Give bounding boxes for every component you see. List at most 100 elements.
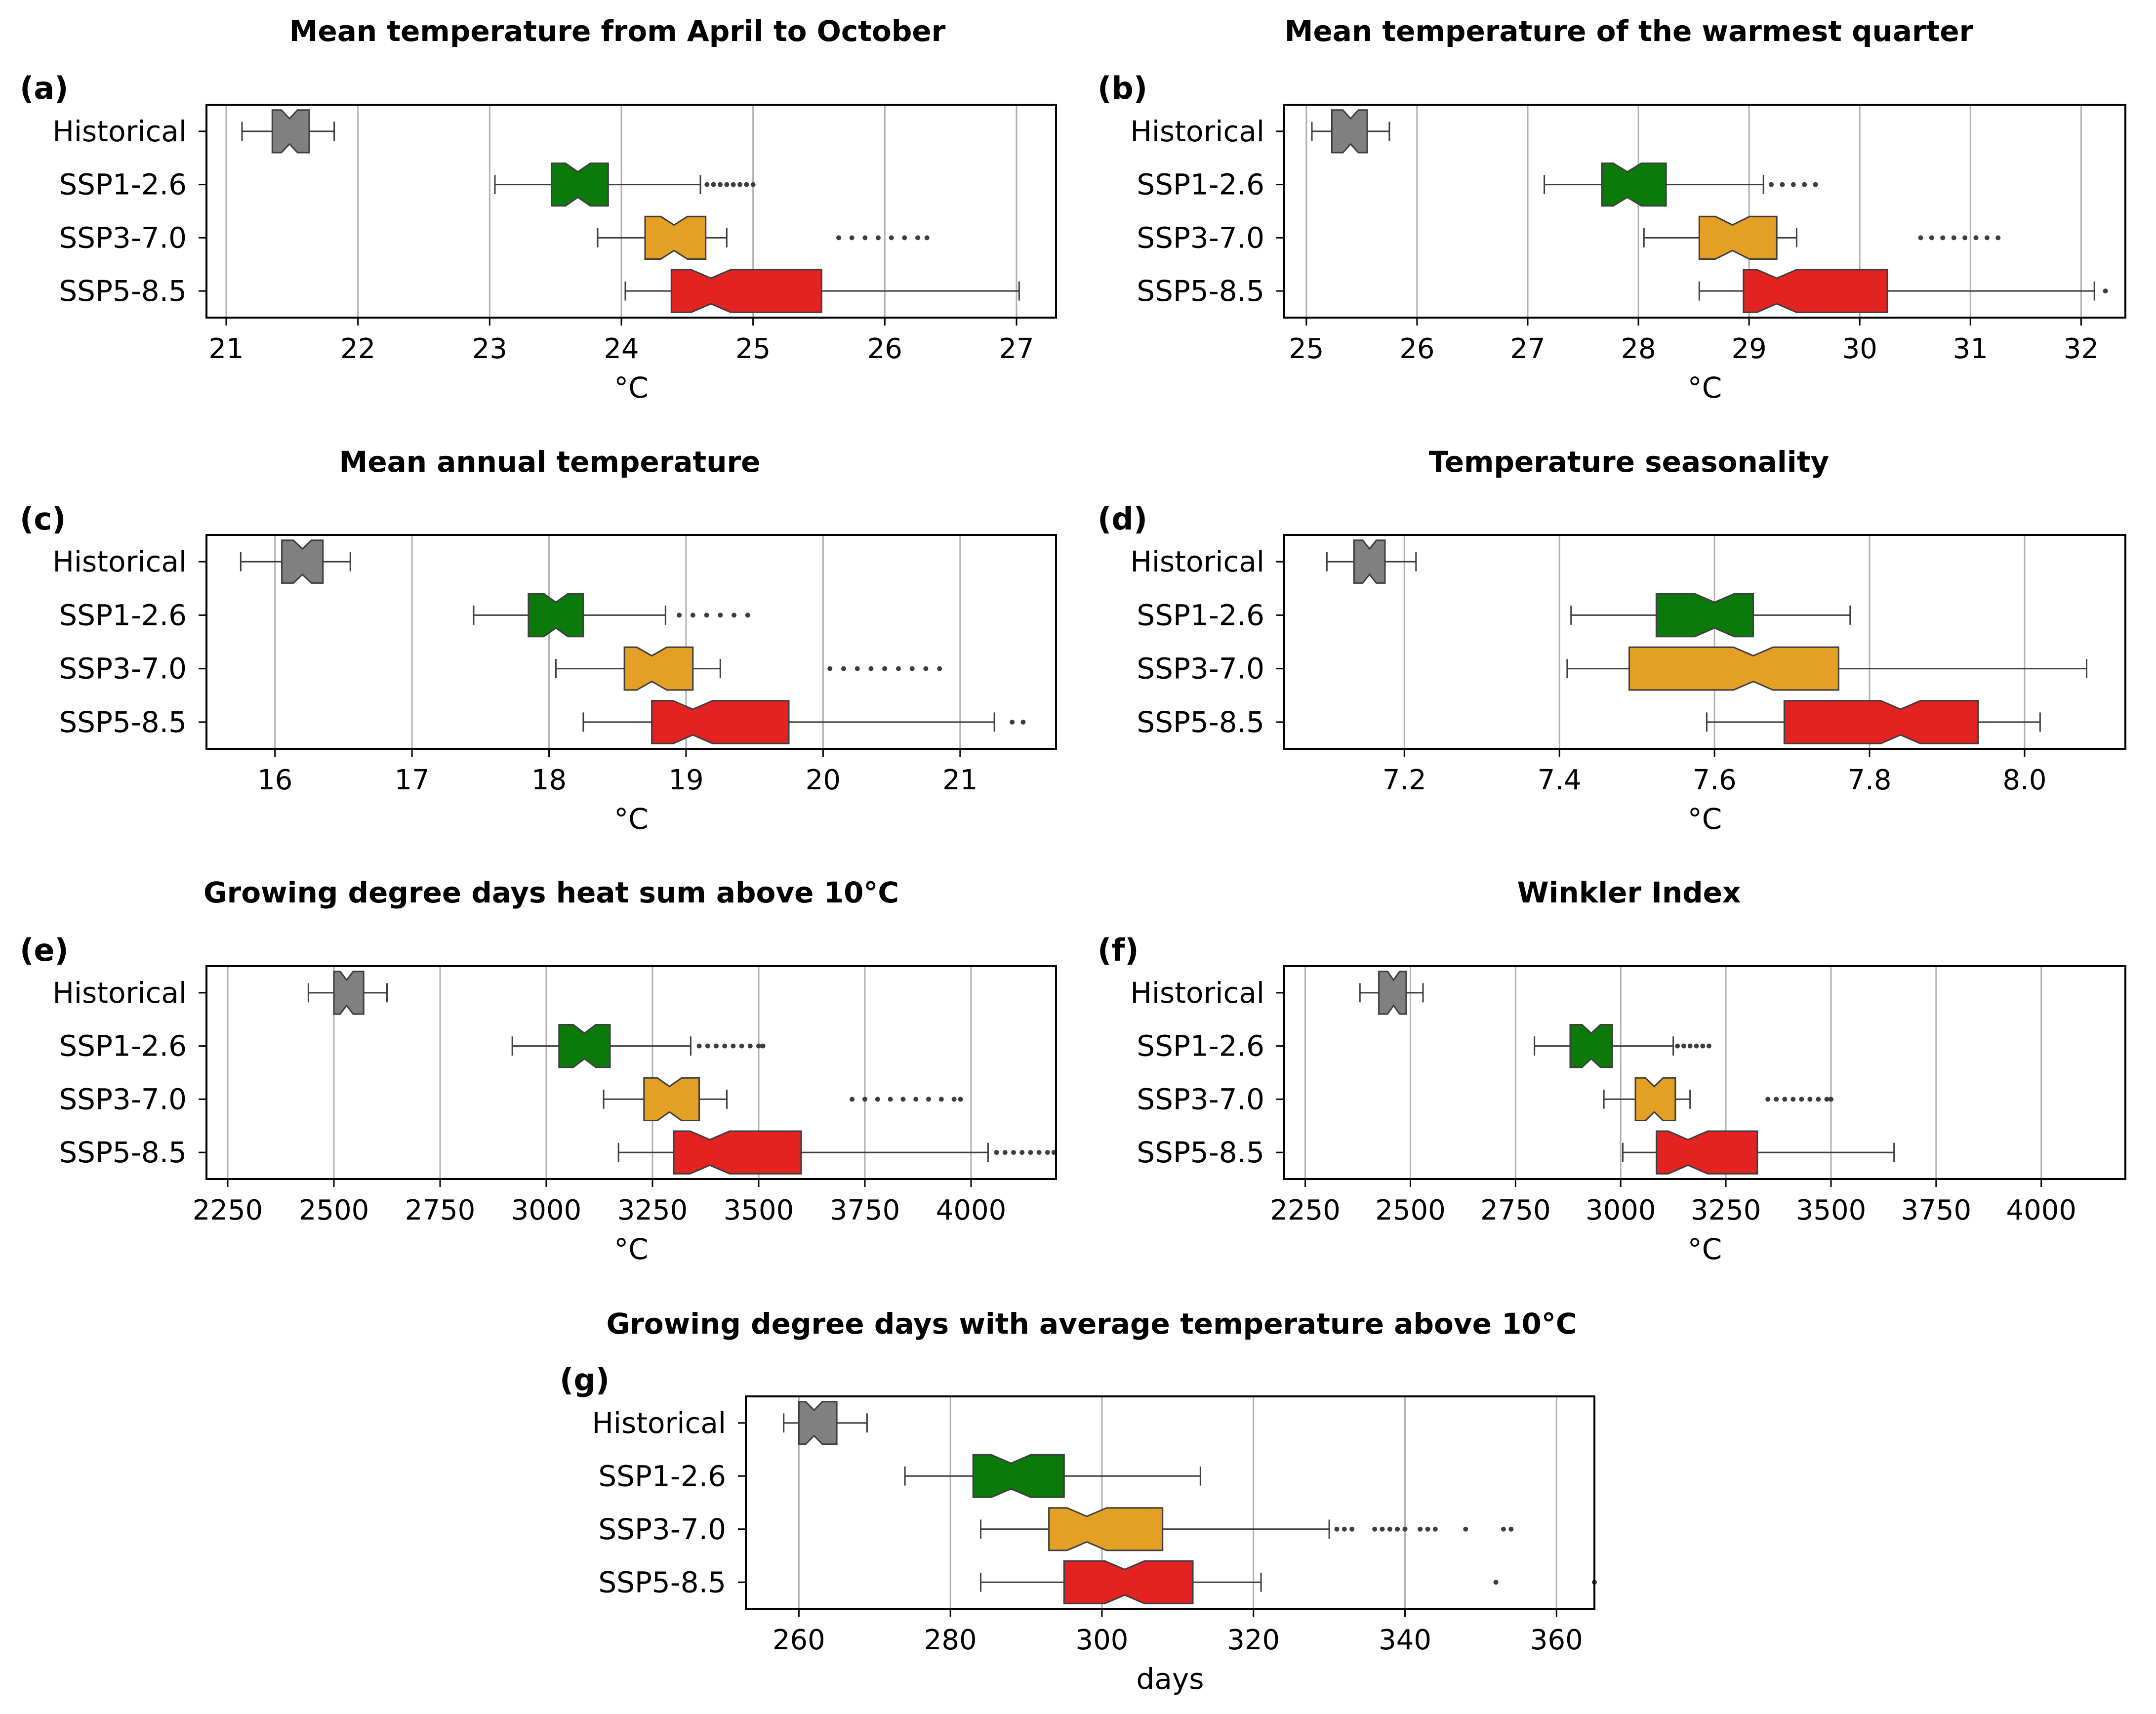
category-label: SSP5-8.5 xyxy=(59,1136,187,1169)
x-tick-label: 3250 xyxy=(1691,1194,1761,1226)
box-body xyxy=(1783,700,1979,744)
panel-label: (f) xyxy=(1098,932,1139,968)
outlier-point xyxy=(1687,1043,1693,1049)
box-body xyxy=(1655,593,1754,638)
outlier-point xyxy=(923,666,929,671)
x-tick-label: 7.8 xyxy=(1848,764,1892,796)
box-historical xyxy=(241,109,335,154)
category-label: SSP5-8.5 xyxy=(59,274,187,308)
box-ssp5-8-5 xyxy=(1622,1130,1895,1175)
outlier-point xyxy=(744,182,749,187)
box-body xyxy=(1634,1077,1676,1121)
box-ssp3-7-0 xyxy=(597,215,930,260)
outlier-point xyxy=(951,1097,957,1102)
axes-frame xyxy=(1283,534,2126,750)
panel-e: Growing degree days heat sum above 10°C (… xyxy=(20,876,1057,1266)
x-tick-label: 20 xyxy=(806,764,841,796)
outlier-point xyxy=(1768,182,1774,187)
x-tick-label: 3000 xyxy=(1586,1194,1656,1226)
outlier-point xyxy=(862,235,868,241)
box-body xyxy=(333,971,365,1015)
x-tick-label: 280 xyxy=(924,1624,977,1656)
category-label: SSP3-7.0 xyxy=(1137,652,1264,686)
category-label: SSP3-7.0 xyxy=(598,1512,726,1546)
outlier-point xyxy=(1380,1526,1385,1532)
outlier-point xyxy=(1824,1097,1830,1102)
box-historical xyxy=(1326,539,1417,584)
panel-label: (d) xyxy=(1098,501,1147,537)
box-ssp5-8-5 xyxy=(1698,269,2108,313)
outlier-point xyxy=(862,1097,867,1102)
box-historical xyxy=(783,1401,868,1445)
outlier-point xyxy=(875,1097,880,1102)
box-body xyxy=(670,269,822,313)
panel-c: Mean annual temperature (c) Historical SSP1… xyxy=(20,445,1057,836)
axes-frame xyxy=(1283,104,2126,319)
outlier-point xyxy=(1349,1526,1355,1532)
outlier-point xyxy=(868,666,874,671)
outlier-point xyxy=(724,182,730,187)
x-tick-label: 21 xyxy=(208,333,244,365)
box-ssp1-2-6 xyxy=(904,1454,1201,1498)
outlier-point xyxy=(739,1043,744,1049)
outlier-point xyxy=(1995,235,2001,241)
outlier-point xyxy=(1681,1043,1686,1049)
category-label: SSP5-8.5 xyxy=(1137,274,1264,308)
category-label: SSP1-2.6 xyxy=(59,168,187,202)
outlier-point xyxy=(994,1150,999,1155)
outlier-point xyxy=(1675,1043,1680,1049)
box-ssp3-7-0 xyxy=(603,1077,963,1121)
x-tick-label: 22 xyxy=(340,333,375,365)
outlier-point xyxy=(1501,1526,1506,1532)
outlier-point xyxy=(731,182,736,187)
x-tick-label: 2750 xyxy=(1480,1194,1551,1226)
outlier-point xyxy=(827,666,833,671)
chart-title: Growing degree days heat sum above 10°C xyxy=(203,876,899,909)
outlier-point xyxy=(732,612,737,618)
category-label: Historical xyxy=(52,976,187,1010)
outlier-point xyxy=(750,182,756,187)
outlier-point xyxy=(1036,1150,1042,1155)
x-tick-label: 23 xyxy=(472,333,507,365)
outlier-point xyxy=(850,1097,855,1102)
category-label: SSP5-8.5 xyxy=(598,1565,726,1599)
x-tick-label: 25 xyxy=(735,333,771,365)
panel-label: (e) xyxy=(20,932,69,968)
x-tick-label: 340 xyxy=(1379,1624,1431,1656)
chart-title: Temperature seasonality xyxy=(1429,445,1829,479)
outlier-point xyxy=(696,1043,702,1049)
outlier-point xyxy=(876,235,881,241)
box-body xyxy=(1698,215,1778,260)
outlier-point xyxy=(722,1043,728,1049)
outlier-point xyxy=(1940,235,1946,241)
outlier-point xyxy=(895,666,901,671)
outlier-point xyxy=(1918,235,1923,241)
outlier-point xyxy=(1493,1580,1499,1585)
x-tick-label: 17 xyxy=(394,764,429,796)
box-body xyxy=(643,1077,700,1121)
box-body xyxy=(551,163,609,207)
box-body xyxy=(1569,1024,1613,1068)
box-historical xyxy=(307,971,388,1015)
box-body xyxy=(1743,269,1888,313)
outlier-point xyxy=(1028,1150,1033,1155)
box-ssp5-8-5 xyxy=(1706,700,2041,744)
outlier-point xyxy=(1774,1097,1779,1102)
outlier-point xyxy=(1020,719,1026,725)
x-tick-label: 31 xyxy=(1953,333,1988,365)
outlier-point xyxy=(690,612,695,618)
chart-title: Winkler Index xyxy=(1517,876,1741,909)
x-tick-label: 7.2 xyxy=(1383,764,1426,796)
x-tick-label: 8.0 xyxy=(2002,764,2046,796)
x-axis-label: °C xyxy=(1688,371,1722,405)
chart-title: Mean annual temperature xyxy=(339,445,761,479)
outlier-point xyxy=(1425,1526,1430,1532)
panel-label: (g) xyxy=(560,1362,610,1398)
box-body xyxy=(1378,971,1407,1015)
category-label: SSP3-7.0 xyxy=(1137,221,1264,254)
outlier-point xyxy=(1828,1097,1833,1102)
outlier-point xyxy=(1780,182,1785,187)
outlier-point xyxy=(849,235,854,241)
x-tick-label: 4000 xyxy=(2006,1194,2076,1226)
outlier-point xyxy=(1019,1150,1025,1155)
